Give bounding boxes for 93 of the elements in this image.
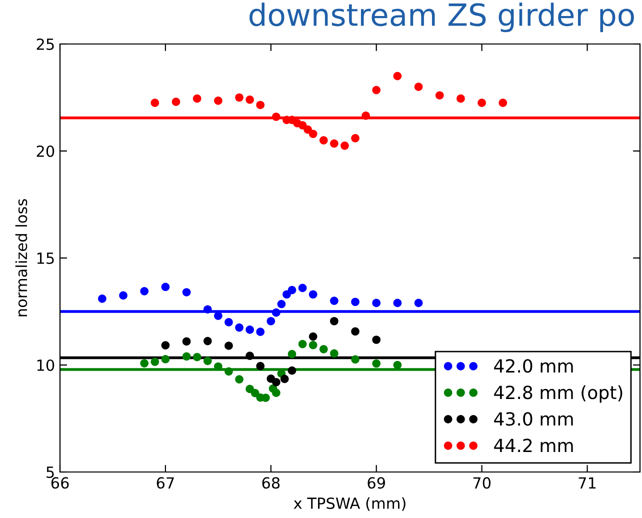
point — [256, 362, 265, 370]
point — [203, 305, 212, 314]
point — [478, 98, 486, 108]
point — [414, 82, 423, 91]
point — [272, 388, 280, 397]
point — [330, 349, 338, 358]
point — [192, 352, 202, 362]
x-axis-title: x TPSWA (mm) — [294, 497, 406, 511]
point — [235, 93, 244, 102]
point — [298, 340, 307, 348]
point — [272, 378, 280, 386]
point — [319, 136, 328, 144]
point — [161, 282, 170, 292]
point — [246, 352, 254, 360]
point — [319, 344, 328, 354]
point — [277, 300, 286, 308]
point — [172, 98, 180, 106]
legend-label: 42.8 mm (opt) — [494, 385, 622, 403]
chart-title: downstream ZS girder po — [250, 2, 634, 32]
point — [235, 375, 244, 384]
point — [214, 362, 222, 371]
point — [224, 367, 233, 376]
point — [298, 284, 307, 292]
point — [98, 294, 106, 303]
point — [372, 86, 381, 94]
point — [119, 291, 128, 300]
x-tick-label: 70 — [473, 477, 491, 489]
point — [308, 340, 318, 350]
point — [272, 112, 280, 121]
x-tick-label: 71 — [578, 477, 596, 488]
point — [288, 350, 296, 358]
point — [280, 374, 289, 384]
point — [351, 355, 360, 364]
y-axis-title: normalized loss — [15, 199, 28, 316]
point — [330, 139, 338, 148]
y-tick-label: 5 — [46, 466, 54, 478]
point — [203, 356, 212, 366]
point — [250, 388, 260, 398]
point — [372, 298, 381, 308]
point — [362, 112, 370, 120]
point — [288, 366, 296, 375]
point — [372, 336, 381, 344]
point — [246, 95, 254, 104]
y-tick-label: 15 — [37, 252, 54, 264]
point — [272, 308, 280, 317]
point — [224, 318, 233, 326]
point — [182, 337, 191, 346]
point — [456, 94, 465, 103]
point — [224, 342, 233, 350]
legend-label: 44.2 mm — [494, 438, 573, 452]
point — [330, 296, 338, 305]
point — [140, 359, 149, 368]
point — [214, 96, 222, 105]
x-tick-label: 69 — [368, 477, 386, 489]
point — [308, 130, 318, 138]
legend-label: 43.0 mm — [494, 412, 573, 426]
point — [161, 355, 170, 364]
point — [498, 98, 508, 108]
point — [266, 316, 276, 326]
point — [351, 327, 360, 336]
point — [192, 94, 202, 103]
y-tick-label: 10 — [37, 359, 54, 372]
point — [372, 359, 381, 368]
point — [288, 286, 296, 294]
point — [308, 332, 318, 341]
y-tick-label: 25 — [36, 38, 54, 50]
point — [393, 72, 402, 80]
point — [414, 298, 423, 308]
point — [203, 336, 212, 346]
point — [330, 316, 338, 326]
point — [182, 352, 191, 361]
point — [246, 326, 254, 334]
point — [435, 91, 444, 100]
point — [351, 134, 360, 142]
y-tick-label: 20 — [36, 145, 54, 158]
point — [150, 98, 160, 108]
x-tick-label: 67 — [156, 477, 174, 489]
x-tick-label: 68 — [262, 477, 280, 489]
point — [150, 358, 160, 366]
point — [393, 360, 402, 370]
point — [308, 290, 318, 299]
point — [235, 323, 244, 332]
point — [161, 341, 170, 350]
point — [256, 328, 265, 336]
point — [351, 298, 360, 306]
point — [182, 288, 191, 296]
point — [256, 100, 265, 110]
x-tick-label: 66 — [51, 477, 69, 489]
legend-label: 42.0 mm — [494, 359, 573, 373]
point — [393, 298, 402, 308]
point — [140, 287, 149, 296]
point — [214, 312, 222, 320]
point — [340, 141, 349, 150]
